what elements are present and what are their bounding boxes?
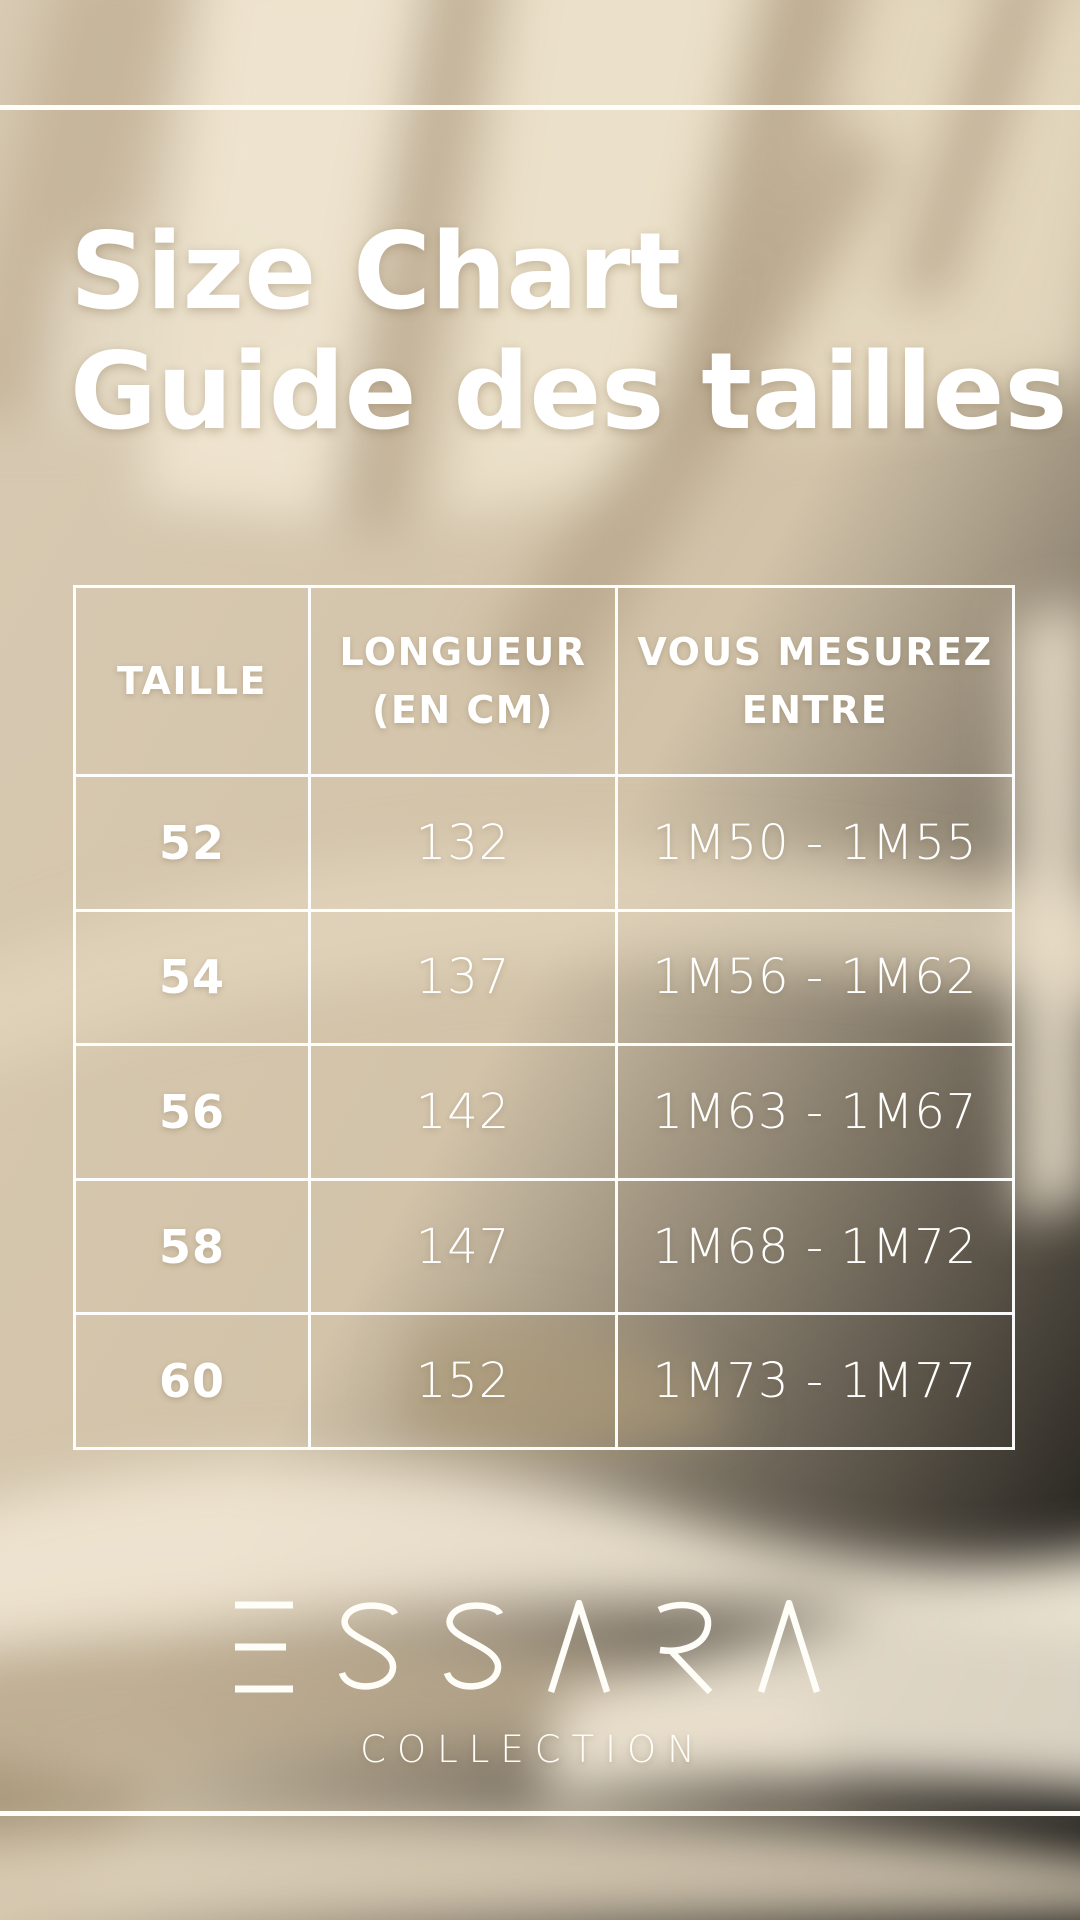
cell-taille: 56	[73, 1043, 311, 1181]
essara-logo: ESSARA	[235, 1600, 820, 1694]
header-mesure-line2: ENTRE	[741, 688, 889, 732]
cell-mesure: 1M63 - 1M67	[615, 1043, 1015, 1181]
page-title-line2: Guide des tailles	[70, 330, 1068, 453]
table-row: 56 142 1M63 - 1M67	[73, 1043, 1015, 1181]
cell-longueur: 132	[308, 774, 618, 912]
cell-longueur: 142	[308, 1043, 618, 1181]
table-row: 52 132 1M50 - 1M55	[73, 774, 1015, 912]
top-divider-line	[0, 105, 1080, 110]
size-table: TAILLE LONGUEUR (EN CM) VOUS MESUREZ ENT…	[73, 585, 1015, 1450]
header-longueur-line1: LONGUEUR	[339, 630, 587, 674]
bottom-divider-line	[0, 1811, 1080, 1816]
table-header-row: TAILLE LONGUEUR (EN CM) VOUS MESUREZ ENT…	[73, 585, 1015, 777]
cell-mesure: 1M73 - 1M77	[615, 1312, 1015, 1450]
header-taille: TAILLE	[73, 585, 311, 777]
page-title: Size Chart Guide des tailles	[70, 212, 1067, 452]
header-taille-label: TAILLE	[117, 659, 267, 703]
cell-mesure: 1M68 - 1M72	[615, 1177, 1015, 1316]
table-row: 54 137 1M56 - 1M62	[73, 908, 1015, 1047]
cell-taille: 60	[73, 1312, 311, 1450]
cell-taille: 52	[73, 774, 311, 912]
header-mesure: VOUS MESUREZ ENTRE	[615, 585, 1015, 777]
cell-taille: 54	[73, 908, 311, 1047]
brand-subtitle: COLLECTION	[360, 1728, 706, 1771]
cell-longueur: 147	[308, 1177, 618, 1316]
table-row: 60 152 1M73 - 1M77	[73, 1312, 1015, 1450]
cell-taille: 58	[73, 1177, 311, 1316]
table-row: 58 147 1M68 - 1M72	[73, 1177, 1015, 1316]
cell-longueur: 137	[308, 908, 618, 1047]
header-mesure-line1: VOUS MESUREZ	[637, 630, 993, 674]
essara-logo-glyphs	[235, 1600, 820, 1694]
cell-mesure: 1M50 - 1M55	[615, 774, 1015, 912]
cell-mesure: 1M56 - 1M62	[615, 908, 1015, 1047]
header-longueur-line2: (EN CM)	[372, 688, 554, 732]
page-title-line1: Size Chart	[70, 210, 681, 333]
cell-longueur: 152	[308, 1312, 618, 1450]
header-longueur: LONGUEUR (EN CM)	[308, 585, 618, 777]
